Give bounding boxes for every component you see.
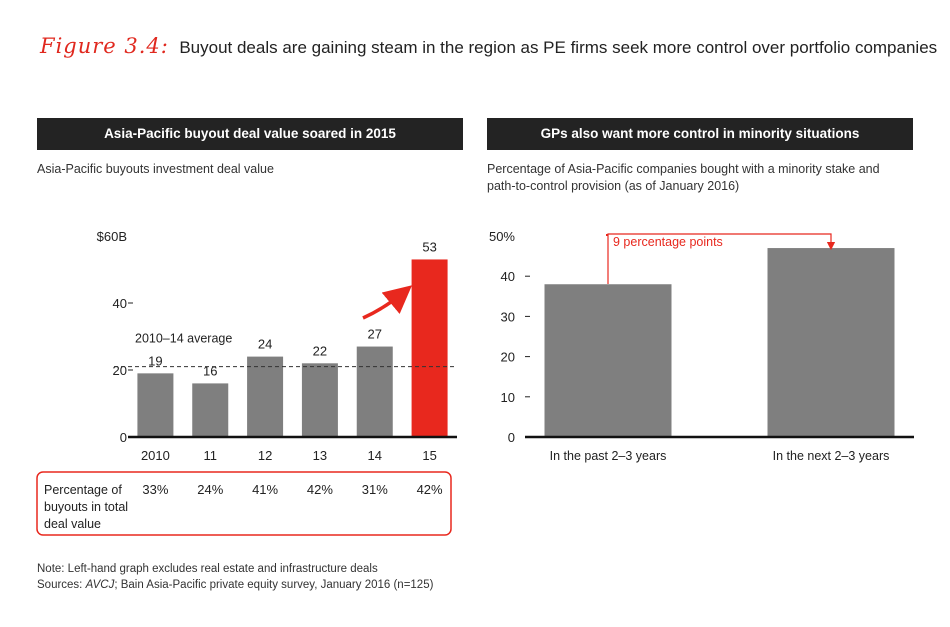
right-subtitle-line-1: Percentage of Asia-Pacific companies bou…: [487, 162, 880, 176]
left-bar-15: [411, 259, 448, 437]
left-bar-value-label: 24: [258, 337, 272, 352]
figure-title-text: Buyout deals are gaining steam in the re…: [179, 38, 938, 57]
left-bar-14: [356, 346, 393, 437]
table-label: Percentage of buyouts in total deal valu…: [44, 483, 132, 531]
right-panel-subtitle: Percentage of Asia-Pacific companies bou…: [487, 161, 880, 195]
percentage-cell: 24%: [197, 482, 223, 497]
note-line: Note: Left-hand graph excludes real esta…: [37, 563, 378, 575]
left-category-label: 2010: [141, 448, 170, 463]
right-panel-header: GPs also want more control in minority s…: [487, 118, 913, 150]
bracket-corner: [606, 234, 608, 236]
left-panel-header: Asia-Pacific buyout deal value soared in…: [37, 118, 463, 150]
right-y-tick-label: 0: [508, 430, 515, 445]
left-bar-value-label: 19: [148, 353, 162, 368]
growth-arrow: [362, 285, 413, 320]
right-bar-0: [544, 284, 672, 437]
left-y-tick-label: $60B: [97, 229, 127, 244]
sources-line: Sources: AVCJ; Bain Asia-Pacific private…: [37, 577, 433, 593]
left-bar-2010: [137, 373, 174, 437]
left-category-label: 15: [422, 448, 436, 463]
right-y-tick-label: 50%: [489, 229, 515, 244]
left-bar-12: [247, 356, 284, 437]
average-label: 2010–14 average: [135, 332, 232, 346]
right-y-tick-label: 40: [501, 269, 515, 284]
left-category-label: 12: [258, 448, 272, 463]
right-y-tick-label: 20: [501, 350, 515, 365]
percentage-cell: 33%: [142, 482, 168, 497]
left-panel-subtitle: Asia-Pacific buyouts investment deal val…: [37, 162, 274, 176]
left-bar-value-label: 53: [422, 239, 436, 254]
sources-avcj: AVCJ: [85, 579, 115, 591]
right-category-label: In the next 2–3 years: [773, 449, 890, 463]
percentage-cell: 42%: [307, 482, 333, 497]
left-category-label: 11: [204, 448, 218, 463]
left-bar-11: [192, 383, 229, 437]
table-label-line-1: Percentage of: [44, 483, 122, 497]
sources-prefix: Sources:: [37, 579, 86, 591]
left-bar-13: [301, 363, 338, 437]
percentage-cell: 42%: [417, 482, 443, 497]
left-bar-value-label: 22: [313, 343, 327, 358]
difference-bracket: [607, 233, 836, 284]
left-bar-value-label: 27: [368, 327, 382, 342]
right-subtitle-line-2: path-to-control provision (as of January…: [487, 179, 740, 193]
left-category-label: 13: [313, 448, 327, 463]
left-category-label: 14: [368, 448, 382, 463]
percentage-cell: 31%: [362, 482, 388, 497]
difference-annotation: 9 percentage points: [613, 235, 723, 249]
right-bar-1: [767, 248, 895, 437]
table-label-line-2: buyouts in total: [44, 500, 128, 514]
percentage-cell: 41%: [252, 482, 278, 497]
footnote: Note: Left-hand graph excludes real esta…: [37, 561, 433, 593]
figure-label: Figure 3.4:: [40, 34, 169, 58]
right-y-tick-label: 10: [501, 390, 515, 405]
percentage-table-box: [36, 471, 452, 536]
figure-title: Figure 3.4: Buyout deals are gaining ste…: [40, 34, 940, 58]
left-y-tick-label: 40: [113, 296, 127, 311]
sources-rest: ; Bain Asia-Pacific private equity surve…: [114, 579, 434, 591]
right-category-label: In the past 2–3 years: [550, 449, 667, 463]
right-y-tick-label: 30: [501, 309, 515, 324]
right-bar-chart: 0 10 20 30 40 50% In the past 2–3 years In the…: [489, 229, 914, 463]
left-y-tick-label: 0: [120, 430, 127, 445]
table-label-line-3: deal value: [44, 517, 101, 531]
